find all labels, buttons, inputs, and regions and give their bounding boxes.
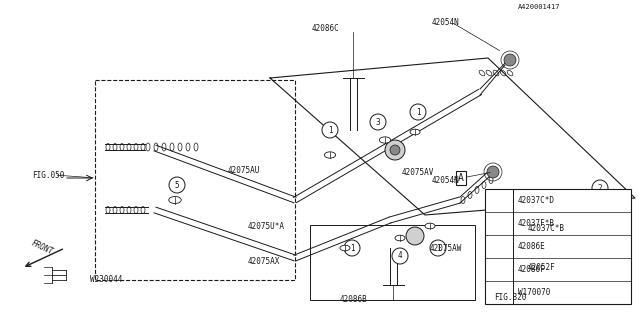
Ellipse shape <box>425 223 435 229</box>
Ellipse shape <box>169 196 181 204</box>
Text: 1: 1 <box>497 197 501 203</box>
Text: W170070: W170070 <box>518 288 550 297</box>
Bar <box>485 189 631 304</box>
Text: 2: 2 <box>497 220 501 226</box>
Ellipse shape <box>380 137 390 143</box>
Ellipse shape <box>395 235 405 241</box>
Text: 4: 4 <box>497 267 501 272</box>
Bar <box>95 80 295 280</box>
Ellipse shape <box>340 245 350 251</box>
Circle shape <box>492 216 506 230</box>
Text: 42075AX: 42075AX <box>248 258 280 267</box>
Ellipse shape <box>410 129 420 135</box>
Circle shape <box>542 261 552 271</box>
Circle shape <box>492 239 506 253</box>
Circle shape <box>547 235 553 241</box>
Text: FRONT: FRONT <box>30 239 55 257</box>
Text: 5: 5 <box>175 180 179 189</box>
Text: 1: 1 <box>349 244 355 252</box>
Text: 3: 3 <box>497 244 501 249</box>
Circle shape <box>385 140 405 160</box>
Text: A: A <box>458 172 464 183</box>
Text: FIG.050: FIG.050 <box>32 171 65 180</box>
Text: 42075AU: 42075AU <box>228 165 260 174</box>
Circle shape <box>592 180 608 196</box>
Circle shape <box>169 177 185 193</box>
Text: 1: 1 <box>328 125 332 134</box>
Circle shape <box>492 193 506 207</box>
Text: FIG.820: FIG.820 <box>494 293 526 302</box>
Text: 4: 4 <box>397 252 403 260</box>
Circle shape <box>492 262 506 276</box>
Text: 42037C*D: 42037C*D <box>518 196 555 205</box>
Circle shape <box>390 145 400 155</box>
Text: 5: 5 <box>497 290 501 295</box>
Circle shape <box>392 248 408 264</box>
Text: 42037C*B: 42037C*B <box>528 223 565 233</box>
Text: 42054N: 42054N <box>432 175 460 185</box>
Circle shape <box>487 166 499 178</box>
Text: 42037F*B: 42037F*B <box>518 219 555 228</box>
Circle shape <box>344 240 360 256</box>
Circle shape <box>430 240 446 256</box>
Text: 42086F: 42086F <box>518 265 546 274</box>
Bar <box>310 225 475 300</box>
Circle shape <box>492 285 506 300</box>
Circle shape <box>406 227 424 245</box>
Text: 42086E: 42086E <box>518 242 546 251</box>
Text: 1: 1 <box>436 244 440 252</box>
Text: 42075AV: 42075AV <box>402 167 435 177</box>
Circle shape <box>370 114 386 130</box>
Text: 1: 1 <box>416 108 420 116</box>
Text: 42075AW: 42075AW <box>430 244 462 252</box>
Text: W230044: W230044 <box>90 276 122 284</box>
Circle shape <box>410 104 426 120</box>
Circle shape <box>322 122 338 138</box>
Circle shape <box>504 54 516 66</box>
Text: 42086C: 42086C <box>312 23 340 33</box>
Text: 42054N: 42054N <box>432 18 460 27</box>
Ellipse shape <box>324 152 335 158</box>
Text: A420001417: A420001417 <box>518 4 560 10</box>
Text: 3: 3 <box>376 117 380 126</box>
Circle shape <box>547 240 553 246</box>
Text: 42086B: 42086B <box>340 295 368 305</box>
Text: 42075U*A: 42075U*A <box>248 221 285 230</box>
Text: 42052F: 42052F <box>528 263 556 273</box>
Text: 2: 2 <box>598 183 602 193</box>
